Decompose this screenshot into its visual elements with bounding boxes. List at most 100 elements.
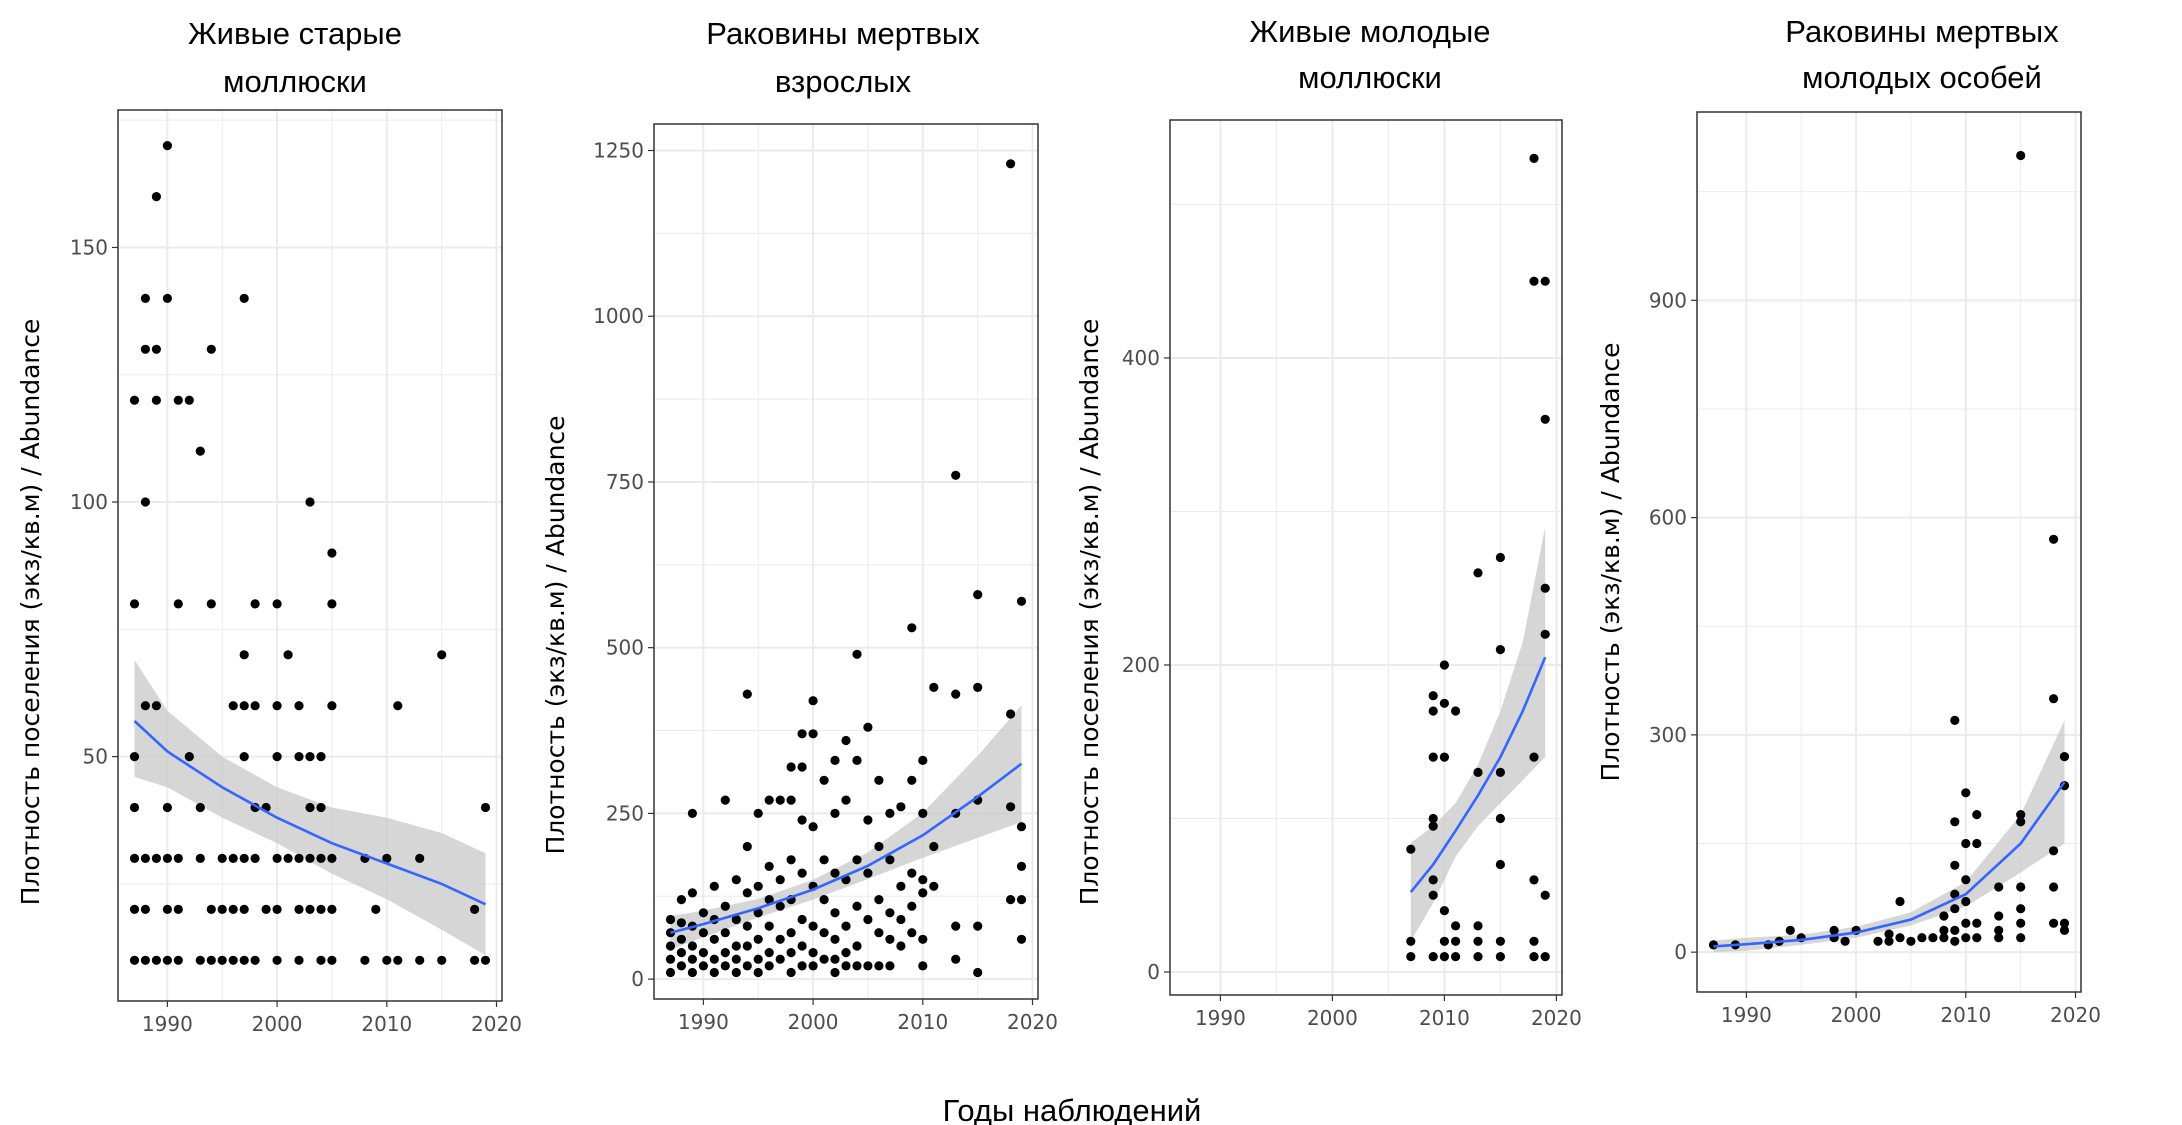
x-tick-label: 1990	[1721, 1003, 1772, 1027]
data-point	[162, 802, 172, 813]
data-point	[162, 955, 172, 965]
data-point	[687, 941, 698, 951]
data-point	[676, 934, 687, 944]
data-point	[140, 293, 150, 303]
facet-1: Живые старые моллюски Плотность поселени…	[16, 16, 522, 1036]
data-point	[896, 914, 906, 925]
data-point	[2016, 150, 2026, 161]
y-tick-label: 150	[70, 235, 108, 259]
data-point	[305, 904, 315, 915]
data-point	[665, 941, 676, 951]
data-point	[1961, 918, 1971, 928]
data-point	[184, 395, 194, 405]
data-point	[797, 941, 807, 951]
data-point	[775, 954, 785, 964]
data-point	[973, 682, 983, 693]
data-point	[819, 775, 829, 785]
data-point	[1428, 691, 1438, 701]
data-point	[129, 599, 140, 609]
data-point	[140, 955, 150, 965]
data-point	[885, 961, 895, 971]
data-point	[2049, 918, 2059, 928]
data-point	[2016, 918, 2026, 928]
data-point	[1529, 875, 1539, 885]
panel-border	[1169, 119, 1563, 996]
data-point	[316, 752, 326, 762]
data-point	[698, 961, 709, 971]
data-point	[907, 868, 917, 878]
data-point	[720, 948, 730, 958]
data-point	[415, 955, 425, 965]
data-point	[1006, 895, 1016, 905]
data-point	[1529, 153, 1539, 163]
data-point	[1428, 890, 1438, 900]
data-point	[239, 904, 249, 915]
data-point	[852, 755, 862, 766]
data-point	[1439, 660, 1449, 670]
data-point	[162, 904, 172, 915]
data-point	[918, 755, 928, 766]
data-point	[907, 775, 917, 785]
data-point	[830, 934, 840, 944]
data-point	[1439, 752, 1449, 762]
data-point	[228, 955, 238, 965]
data-point	[206, 904, 216, 915]
data-point	[797, 914, 807, 925]
y-tick-label: 1250	[593, 139, 644, 163]
data-point	[316, 955, 326, 965]
data-point	[360, 955, 370, 965]
data-point	[1540, 276, 1550, 286]
data-point	[1939, 925, 1949, 936]
data-point	[764, 921, 774, 931]
data-point	[863, 914, 873, 925]
data-point	[1451, 706, 1461, 716]
data-point	[819, 928, 829, 938]
data-point	[1961, 875, 1971, 885]
data-point	[437, 650, 447, 660]
data-point	[1006, 159, 1016, 169]
y-tick-label: 50	[83, 745, 108, 769]
data-point	[1529, 276, 1539, 286]
data-point	[1439, 906, 1449, 916]
data-point	[720, 928, 730, 938]
data-point	[2049, 846, 2059, 856]
data-point	[753, 954, 763, 964]
data-point	[731, 914, 741, 925]
data-point	[327, 701, 337, 711]
data-point	[1495, 859, 1505, 870]
data-point	[250, 955, 260, 965]
data-point	[1972, 918, 1982, 928]
data-point	[720, 901, 730, 911]
data-point	[808, 961, 818, 971]
data-point	[2059, 925, 2070, 936]
data-point	[797, 868, 807, 878]
data-point	[731, 941, 741, 951]
data-point	[742, 841, 752, 852]
data-point	[1950, 904, 1960, 914]
data-point	[1428, 875, 1438, 885]
x-tick-label: 1990	[142, 1012, 193, 1036]
data-point	[676, 918, 687, 928]
facet-2-title-line-1: Раковины мертвых	[706, 16, 980, 51]
data-point	[885, 934, 895, 944]
y-tick-label: 400	[1122, 346, 1160, 370]
data-point	[316, 904, 326, 915]
data-point	[709, 954, 719, 964]
data-point	[830, 868, 840, 878]
data-point	[1451, 936, 1461, 946]
data-point	[129, 395, 140, 405]
data-point	[283, 853, 293, 864]
data-point	[907, 623, 917, 633]
x-tick-label: 2010	[897, 1010, 948, 1034]
data-point	[173, 955, 183, 965]
data-point	[1016, 861, 1027, 872]
data-point	[830, 808, 840, 819]
facet-2: Раковины мертвых взрослых Плотность (экз…	[541, 16, 1058, 1034]
data-point	[327, 955, 337, 965]
data-point	[294, 853, 304, 864]
data-point	[874, 961, 884, 971]
data-point	[808, 921, 818, 931]
data-point	[437, 955, 447, 965]
data-point	[393, 701, 403, 711]
data-point	[239, 293, 249, 303]
